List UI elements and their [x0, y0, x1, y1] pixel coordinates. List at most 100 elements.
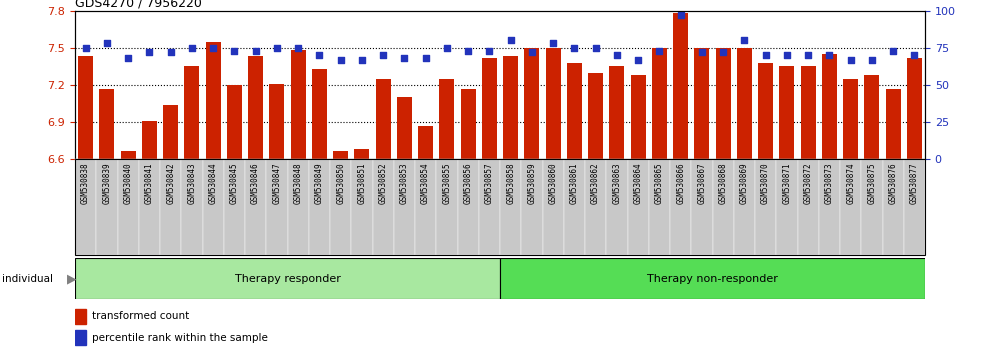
Point	[226, 48, 242, 53]
Bar	[181, 159, 202, 255]
Point	[120, 55, 136, 61]
Point	[269, 45, 285, 51]
Text: GSM530845: GSM530845	[230, 162, 239, 204]
Bar	[333, 150, 348, 159]
Text: Therapy responder: Therapy responder	[235, 274, 340, 284]
Bar	[75, 330, 86, 345]
Bar	[436, 159, 458, 255]
Bar	[521, 159, 542, 255]
Bar	[354, 149, 369, 159]
Bar	[691, 159, 712, 255]
Text: GSM530868: GSM530868	[719, 162, 728, 204]
Point	[205, 45, 221, 51]
Text: Therapy non-responder: Therapy non-responder	[647, 274, 778, 284]
Text: GSM530872: GSM530872	[804, 162, 813, 204]
Text: GSM530847: GSM530847	[272, 162, 281, 204]
Bar	[673, 13, 688, 159]
Bar	[269, 84, 284, 159]
Text: GSM530846: GSM530846	[251, 162, 260, 204]
Text: GSM530838: GSM530838	[81, 162, 90, 204]
Bar	[694, 48, 709, 159]
Bar	[840, 159, 861, 255]
Bar	[394, 159, 415, 255]
Point	[439, 45, 455, 51]
Point	[779, 52, 795, 58]
Bar	[861, 159, 883, 255]
Bar	[758, 63, 773, 159]
Point	[736, 38, 752, 43]
Bar	[734, 159, 755, 255]
Bar	[75, 159, 96, 255]
Text: GSM530866: GSM530866	[676, 162, 685, 204]
Point	[800, 52, 816, 58]
Point	[694, 50, 710, 55]
Text: GSM530850: GSM530850	[336, 162, 345, 204]
Text: GSM530839: GSM530839	[102, 162, 111, 204]
Bar	[564, 159, 585, 255]
Bar	[78, 56, 93, 159]
Text: GSM530844: GSM530844	[209, 162, 218, 204]
Bar	[121, 150, 136, 159]
Text: GSM530862: GSM530862	[591, 162, 600, 204]
Bar	[184, 67, 199, 159]
Text: GSM530859: GSM530859	[527, 162, 536, 204]
Text: GSM530875: GSM530875	[867, 162, 876, 204]
Bar	[245, 159, 266, 255]
Text: GSM530861: GSM530861	[570, 162, 579, 204]
Bar	[631, 75, 646, 159]
Text: transformed count: transformed count	[92, 311, 189, 321]
Bar	[75, 309, 86, 324]
Text: GSM530848: GSM530848	[294, 162, 303, 204]
Point	[843, 57, 859, 63]
Bar	[309, 159, 330, 255]
Bar	[75, 258, 500, 299]
Bar	[439, 79, 454, 159]
Bar	[883, 159, 904, 255]
Text: GSM530852: GSM530852	[379, 162, 388, 204]
Bar	[670, 159, 691, 255]
Bar	[904, 159, 925, 255]
Point	[333, 57, 349, 63]
Point	[141, 50, 157, 55]
Bar	[524, 48, 539, 159]
Bar	[503, 56, 518, 159]
Text: GSM530860: GSM530860	[549, 162, 558, 204]
Point	[545, 40, 561, 46]
Text: GSM530869: GSM530869	[740, 162, 749, 204]
Text: GSM530856: GSM530856	[464, 162, 473, 204]
Bar	[224, 159, 245, 255]
Point	[311, 52, 327, 58]
Bar	[822, 54, 837, 159]
Point	[864, 57, 880, 63]
Bar	[351, 159, 372, 255]
Point	[588, 45, 604, 51]
Bar	[737, 48, 752, 159]
Point	[248, 48, 264, 53]
Bar	[482, 58, 497, 159]
Point	[375, 52, 391, 58]
Bar	[606, 159, 628, 255]
Bar	[312, 69, 327, 159]
Bar	[458, 159, 479, 255]
Text: GSM530854: GSM530854	[421, 162, 430, 204]
Bar	[585, 159, 606, 255]
Text: GSM530858: GSM530858	[506, 162, 515, 204]
Text: GSM530874: GSM530874	[846, 162, 855, 204]
Point	[715, 50, 731, 55]
Text: GSM530870: GSM530870	[761, 162, 770, 204]
Text: GSM530877: GSM530877	[910, 162, 919, 204]
Text: GSM530876: GSM530876	[889, 162, 898, 204]
Point	[885, 48, 901, 53]
Bar	[461, 88, 476, 159]
Bar	[99, 88, 114, 159]
Bar	[288, 159, 309, 255]
Point	[418, 55, 434, 61]
Bar	[376, 79, 391, 159]
Bar	[418, 126, 433, 159]
Bar	[776, 159, 798, 255]
Bar	[649, 159, 670, 255]
Text: GSM530851: GSM530851	[357, 162, 366, 204]
Bar	[628, 159, 649, 255]
Point	[396, 55, 412, 61]
Bar	[415, 159, 436, 255]
